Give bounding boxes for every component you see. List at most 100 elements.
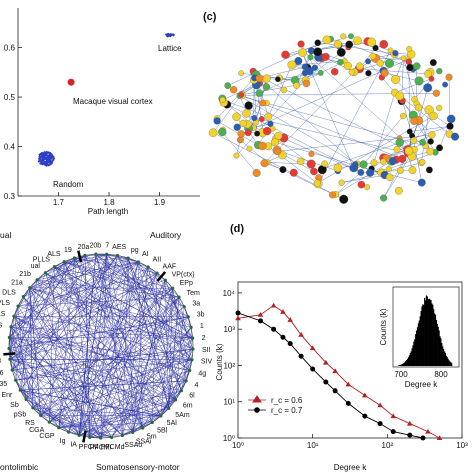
connection-edge (45, 272, 190, 371)
network-node (219, 96, 226, 103)
circle-node-label: SSAo (124, 442, 142, 449)
network-node (429, 111, 438, 121)
circle-node-label: 5m (147, 434, 157, 441)
circle-node (188, 368, 192, 373)
annotation-random: Random (53, 180, 84, 189)
inset-bar (449, 361, 451, 366)
connection-edge (117, 255, 182, 391)
network-node (414, 103, 423, 112)
inset-bar (427, 299, 429, 366)
network-edge (212, 94, 242, 133)
circle-node (131, 430, 135, 434)
network-node (263, 126, 272, 136)
circle-node (109, 435, 114, 439)
circle-node-label: 4g (198, 370, 206, 377)
connection-edge (10, 326, 101, 439)
series-point-rc07 (257, 318, 263, 324)
network-node (405, 58, 413, 65)
region-separator (82, 430, 87, 443)
inset-bar (451, 363, 453, 366)
network-node (294, 57, 303, 65)
network-node (262, 83, 270, 91)
inset-bar (428, 298, 430, 366)
inset-bar (430, 300, 432, 366)
connection-edge (74, 257, 153, 423)
region-label-frontolimbic: ontolimbic (0, 462, 39, 472)
series-point-rc06 (287, 317, 293, 322)
connection-edge (122, 266, 149, 436)
network-node (410, 117, 418, 125)
circle-node (57, 426, 61, 430)
network-node (400, 55, 407, 61)
network-edge (310, 57, 415, 150)
inset-bar (446, 357, 448, 366)
circle-node (155, 271, 159, 275)
inset-bar (450, 362, 452, 366)
connection-edge (9, 337, 123, 436)
circle-node-label: pSb (14, 411, 27, 418)
connection-edge (8, 348, 112, 438)
lattice-cluster-point (165, 33, 168, 36)
network-edge (268, 64, 293, 117)
network-node (395, 91, 404, 101)
network-node (429, 59, 437, 67)
random-cluster-point (45, 151, 49, 154)
panel-a-xtick-label: 1.8 (103, 198, 115, 207)
panel-d-letter: (d) (230, 223, 244, 235)
connection-edge (106, 254, 193, 361)
connection-edge (15, 380, 59, 428)
inset-bar (443, 348, 445, 366)
connection-edge (122, 288, 173, 436)
network-node (380, 194, 388, 202)
network-node (445, 73, 453, 81)
connection-edge (11, 272, 46, 371)
circle-node-label: 21a (11, 280, 23, 287)
circle-node-label: AMLS (0, 311, 6, 318)
network-node (251, 115, 258, 122)
circle-node-label: 18 (0, 358, 1, 365)
inset-bar (416, 327, 419, 366)
panel-d-ylabel: Counts (k) (215, 343, 224, 380)
series-point-rc06 (362, 392, 368, 398)
circle-node-label: Tem (187, 290, 200, 297)
network-edge (421, 109, 430, 163)
inset-bar (411, 348, 413, 366)
network-node (436, 104, 443, 112)
inset-bar (434, 314, 437, 366)
network-node (310, 167, 318, 176)
network-node (406, 63, 414, 72)
circle-node-label: 6l (189, 393, 195, 400)
connection-edge (95, 253, 192, 328)
circle-node-label: AAF (163, 263, 177, 270)
network-edge (363, 115, 404, 165)
connection-edge (13, 316, 161, 417)
network-node (254, 130, 261, 137)
network-node (425, 166, 433, 174)
circle-node-label: RS (25, 420, 35, 427)
inset-bar (447, 358, 449, 366)
connection-edge (78, 254, 107, 436)
connection-edge (15, 255, 118, 381)
network-node (340, 33, 347, 40)
circle-node-label: 20a (78, 244, 90, 251)
connection-edge (29, 287, 41, 416)
random-cluster-point (50, 154, 53, 157)
connection-edge (23, 296, 80, 436)
circle-node-label: 20b (90, 243, 102, 250)
inset-bar (433, 309, 435, 366)
connection-edge (64, 261, 185, 307)
network-edge (241, 92, 437, 96)
series-point-rc07 (323, 379, 329, 385)
circle-node-label: 21b (19, 271, 31, 278)
connection-edge (13, 255, 86, 317)
circle-node-label: VP(ctx) (172, 271, 195, 278)
circle-node-label: ALLS (0, 334, 1, 341)
inset-xlabel: Degree k (405, 380, 438, 389)
network-edge (239, 95, 426, 147)
panel-d-degree-distribution: (d) Counts (k) Degree k 10⁰ 10¹ 10² 10³ 10⁴ 1… (215, 223, 468, 472)
random-cluster-point (45, 164, 48, 167)
region-separator (156, 271, 167, 282)
network-edge (409, 125, 451, 132)
region-separator (77, 250, 83, 263)
series-point-rc06 (377, 402, 383, 408)
